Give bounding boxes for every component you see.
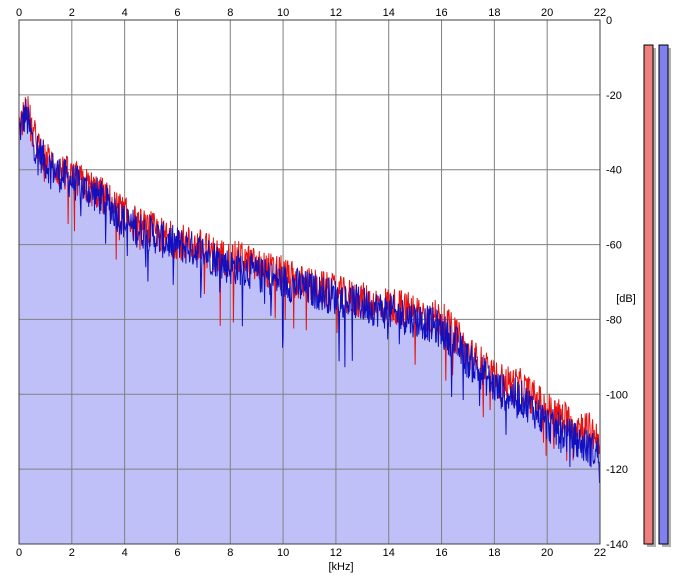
level-meter-bar xyxy=(643,44,654,545)
x-tick-label-bottom: 16 xyxy=(435,547,447,559)
x-axis-label: [kHz] xyxy=(328,561,353,573)
x-tick-label-top: 12 xyxy=(330,7,342,19)
y-ticks-right: 0 -20 -40 -60 -80 -100 -120 -140 xyxy=(606,15,628,551)
x-tick-label-bottom: 12 xyxy=(330,547,342,559)
x-ticks-bottom: 0 2 4 6 8 10 12 14 16 18 20 22 xyxy=(16,547,606,559)
y-tick-label: -80 xyxy=(606,314,622,326)
x-tick-label-top: 2 xyxy=(69,7,75,19)
x-tick-label-bottom: 0 xyxy=(16,547,22,559)
y-tick-label: -60 xyxy=(606,240,622,252)
x-tick-label-top: 6 xyxy=(174,7,180,19)
y-tick-label: -100 xyxy=(606,389,628,401)
x-tick-label-top: 8 xyxy=(227,7,233,19)
x-tick-label-bottom: 14 xyxy=(383,547,395,559)
y-tick-label: 0 xyxy=(606,15,612,27)
y-axis-label: [dB] xyxy=(616,293,636,305)
x-tick-label-top: 4 xyxy=(122,7,128,19)
x-tick-label-top: 10 xyxy=(277,7,289,19)
x-ticks-top: 0 2 4 6 8 10 12 14 16 18 20 22 xyxy=(16,7,606,19)
x-tick-label-bottom: 18 xyxy=(488,547,500,559)
x-tick-label-bottom: 6 xyxy=(174,547,180,559)
level-meter-bar xyxy=(658,44,669,545)
plot-frame xyxy=(18,19,601,545)
x-tick-label-top: 16 xyxy=(435,7,447,19)
x-tick-label-top: 18 xyxy=(488,7,500,19)
y-tick-label: -120 xyxy=(606,464,628,476)
x-tick-label-bottom: 8 xyxy=(227,547,233,559)
x-tick-label-top: 0 xyxy=(16,7,22,19)
y-tick-label: -20 xyxy=(606,90,622,102)
level-meters xyxy=(643,44,671,547)
x-tick-label-bottom: 22 xyxy=(594,547,606,559)
x-tick-label-bottom: 2 xyxy=(69,547,75,559)
x-tick-label-bottom: 4 xyxy=(122,547,128,559)
x-tick-label-top: 14 xyxy=(383,7,395,19)
series-line-blue xyxy=(18,98,601,484)
y-tick-label: -140 xyxy=(606,539,628,551)
x-tick-label-bottom: 20 xyxy=(541,547,553,559)
x-tick-label-bottom: 10 xyxy=(277,547,289,559)
spectrum-series xyxy=(18,96,601,484)
y-tick-label: -40 xyxy=(606,165,622,177)
spectrum-area xyxy=(19,98,600,545)
x-tick-label-top: 20 xyxy=(541,7,553,19)
spectrum-fill xyxy=(19,98,600,545)
x-tick-label-top: 22 xyxy=(594,7,606,19)
